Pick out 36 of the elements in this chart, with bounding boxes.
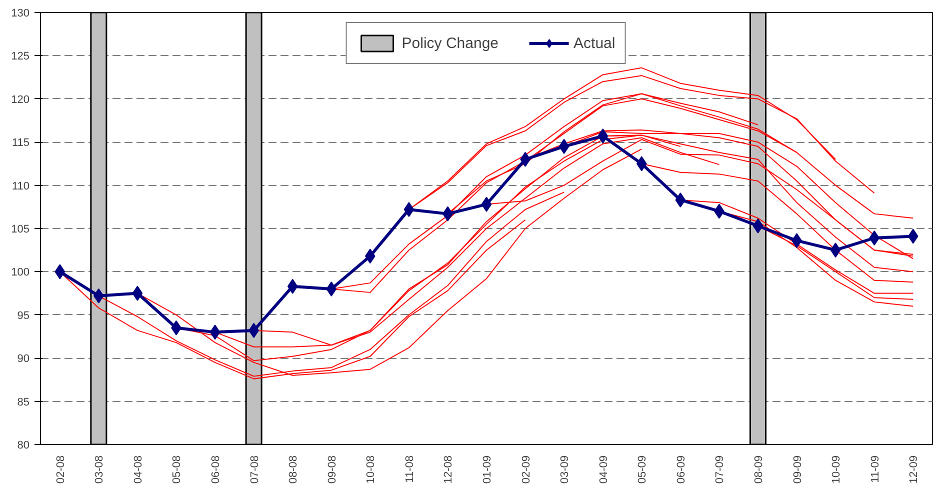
x-tick-label: 12-09 [908,455,920,484]
y-tick-label: 100 [11,266,30,279]
legend-label: Actual [574,34,616,52]
y-tick-label: 110 [12,180,30,192]
x-tick-label: 05-08 [171,455,184,484]
y-tick-label: 105 [11,224,30,236]
x-tick-label: 08-08 [288,455,300,484]
x-tick-label: 07-09 [714,455,726,484]
y-tick-label: 90 [17,353,30,366]
x-tick-label: 01-09 [482,455,494,484]
y-tick-label: 115 [12,137,30,150]
y-tick-label: 85 [17,396,30,408]
x-tick-label: 03-09 [559,455,572,484]
x-tick-label: 12-08 [442,455,455,484]
x-tick-label: 08-09 [752,455,765,484]
x-tick-label: 04-09 [598,455,610,484]
y-tick-label: 125 [11,50,30,63]
x-tick-label: 10-09 [830,455,843,484]
x-tick-label: 11-08 [404,455,416,483]
y-tick-label: 80 [17,440,30,452]
y-tick-label: 120 [11,94,30,106]
x-tick-label: 09-09 [792,455,804,484]
legend-label: Policy Change [402,34,499,52]
y-tick-label: 95 [17,310,30,322]
x-tick-label: 04-08 [132,455,144,484]
x-tick-label: 02-08 [54,455,67,484]
x-tick-label: 10-08 [365,455,378,484]
x-tick-label: 11-09 [869,455,882,483]
x-tick-label: 09-08 [326,455,338,484]
x-tick-label: 02-09 [520,455,532,484]
x-tick-label: 03-08 [94,455,106,484]
x-tick-label: 05-09 [636,455,649,484]
y-tick-label: 130 [11,8,30,20]
x-tick-label: 07-08 [248,455,261,484]
x-tick-label: 06-08 [210,455,222,484]
x-tick-label: 06-09 [675,455,688,484]
